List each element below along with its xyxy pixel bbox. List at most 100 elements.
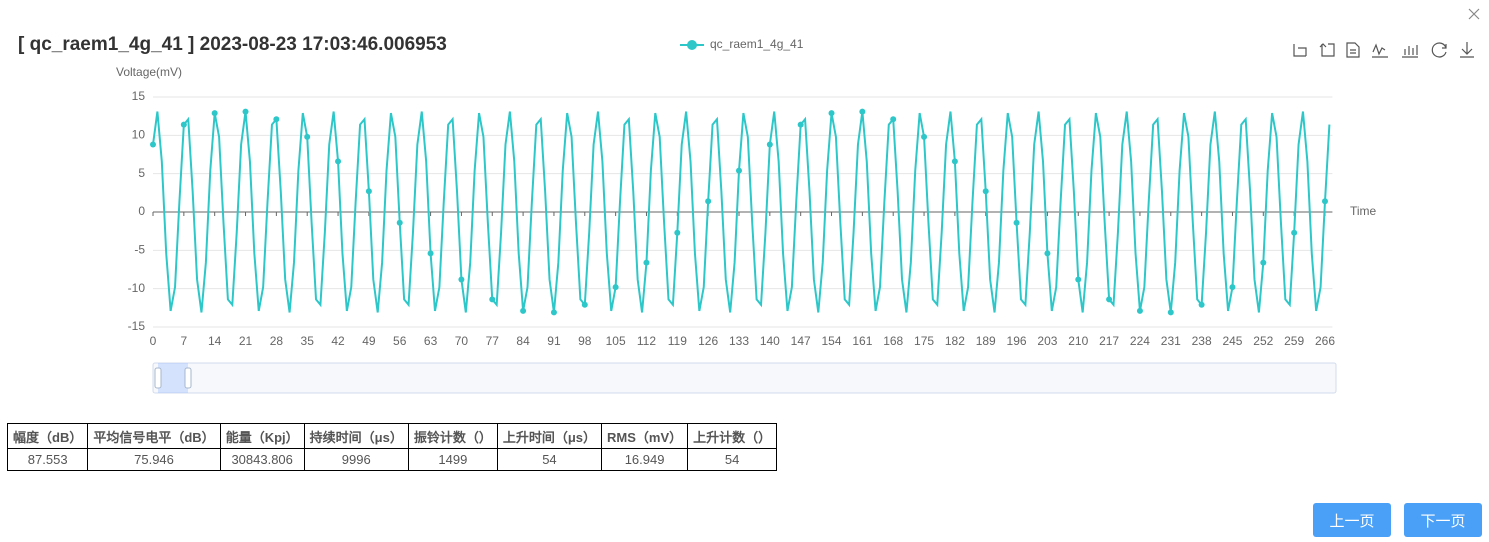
y-tick-label: -10 [128,281,146,295]
x-tick-label: 210 [1068,334,1088,348]
point [1291,229,1298,236]
point [1167,309,1174,316]
x-tick-label: 154 [822,334,842,348]
x-tick-label: 224 [1130,334,1150,348]
point [766,141,773,148]
table-cell: 9996 [303,448,409,471]
prev-button[interactable]: 上一页 [1313,503,1391,537]
x-tick-label: 14 [208,334,222,348]
point [1075,276,1082,283]
point [1044,250,1051,257]
stats-table: 幅度（dB） 平均信号电平（dB） 能量（Kpj） 持续时间（μs） 振铃计数（） 上升时… [6,423,778,471]
x-tick-label: 91 [547,334,561,348]
point [273,116,280,123]
x-tick-label: 182 [945,334,965,348]
point [458,276,465,283]
x-tick-label: 147 [791,334,811,348]
point [921,133,928,140]
x-tick-label: 259 [1284,334,1304,348]
point [335,158,342,165]
close-icon[interactable] [1468,8,1480,20]
table-cell: 1499 [407,448,498,471]
y-tick-label: -5 [134,243,145,257]
legend: qc_raem1_4g_41 [680,37,804,51]
column-header: 平均信号电平（dB） [87,423,221,449]
point [674,229,681,236]
point [859,108,866,115]
x-tick-label: 231 [1161,334,1181,348]
point [520,307,527,314]
x-tick-label: 112 [637,334,656,348]
table-cell: 54 [496,448,603,471]
point [1260,259,1267,266]
table-cell: 54 [687,448,778,471]
x-axis-label: Time [1350,204,1377,218]
table-cell: 87.553 [6,448,89,471]
point [797,121,804,128]
x-tick-label: 28 [270,334,284,348]
x-tick-label: 70 [455,334,469,348]
line [152,111,1331,313]
point [643,259,650,266]
zoom-handle[interactable] [184,367,192,389]
point [242,108,249,115]
x-tick-label: 84 [516,334,530,348]
point [211,110,218,117]
x-tick-label: 126 [698,334,718,348]
y-tick-label: 15 [132,89,146,103]
point [705,198,712,205]
x-tick-label: 7 [180,334,187,348]
zoom-window[interactable] [158,363,188,393]
column-header: 上升时间（μs） [496,423,603,449]
point [735,167,742,174]
x-tick-label: 161 [852,334,872,348]
x-tick-label: 245 [1222,334,1242,348]
table-cell: 30843.806 [219,448,305,471]
point [396,219,403,226]
x-tick-label: 203 [1037,334,1057,348]
column-header: 幅度（dB） [6,423,89,449]
y-tick-label: 10 [132,128,146,142]
point [828,110,835,117]
legend-label: qc_raem1_4g_41 [710,37,804,51]
y-tick-label: 0 [138,204,145,218]
x-tick-label: 77 [486,334,500,348]
toolbox[interactable] [1293,42,1474,58]
y-tick-label: 5 [138,166,145,180]
x-tick-label: 189 [976,334,996,348]
table-cell: 75.946 [87,448,221,471]
x-tick-label: 217 [1099,334,1119,348]
point [365,188,372,195]
x-tick-label: 0 [150,334,157,348]
x-tick-label: 63 [424,334,438,348]
point [982,188,989,195]
point [1013,219,1020,226]
column-header: RMS（mV） [601,423,689,449]
x-tick-label: 49 [362,334,376,348]
x-tick-label: 133 [729,334,749,348]
point [427,250,434,257]
column-header: 持续时间（μs） [303,423,409,449]
x-tick-label: 140 [760,334,780,348]
x-tick-label: 42 [331,334,345,348]
point [150,141,156,148]
table-cell: 16.949 [601,448,689,471]
zoom-handle[interactable] [154,367,162,389]
column-header: 上升计数（） [687,423,778,449]
x-tick-label: 35 [301,334,315,348]
x-tick-label: 56 [393,334,407,348]
point [890,116,897,123]
point [951,158,958,165]
zoom-slider[interactable] [152,362,1337,394]
point [1136,307,1143,314]
column-header: 能量（Kpj） [219,423,305,449]
x-tick-label: 196 [1007,334,1027,348]
next-button[interactable]: 下一页 [1404,503,1482,537]
x-tick-label: 266 [1315,334,1335,348]
x-tick-label: 252 [1253,334,1273,348]
point [304,133,311,140]
x-tick-label: 21 [239,334,253,348]
title: [ qc_raem1_4g_41 ] 2023-08-23 17:03:46.0… [18,34,447,55]
point [180,121,187,128]
